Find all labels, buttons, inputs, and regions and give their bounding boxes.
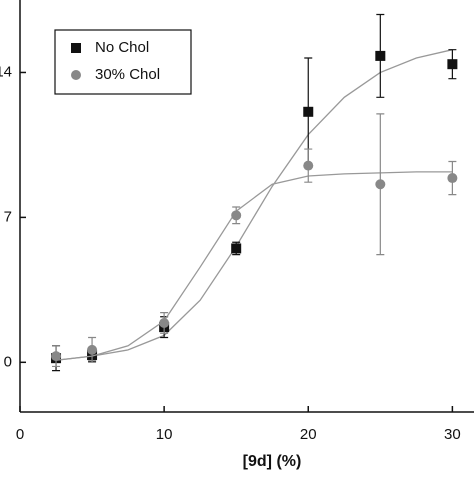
legend-marker: [71, 70, 81, 80]
y-tick-label: 7: [4, 208, 12, 225]
legend-label: No Chol: [95, 39, 149, 56]
y-tick-label: 0: [4, 353, 12, 370]
x-tick-label: 20: [300, 426, 317, 443]
fit-curve: [55, 49, 453, 361]
point: [87, 344, 98, 355]
point: [303, 106, 314, 117]
point: [159, 317, 170, 328]
x-tick-label: 0: [16, 426, 24, 443]
y-tick-label: 14: [0, 63, 12, 80]
point: [447, 59, 458, 70]
point: [375, 50, 386, 61]
point: [231, 243, 242, 254]
fit-curve: [55, 171, 453, 361]
point: [231, 210, 242, 221]
point: [51, 351, 62, 362]
point: [303, 160, 314, 171]
point: [447, 173, 458, 184]
legend-box: [54, 29, 192, 95]
legend-marker: [71, 43, 81, 53]
point: [375, 179, 386, 190]
x-tick-label: 10: [156, 426, 173, 443]
x-tick-label: 30: [444, 426, 461, 443]
x-axis-label: [9d] (%): [243, 453, 302, 470]
legend-label: 30% Chol: [95, 66, 160, 83]
